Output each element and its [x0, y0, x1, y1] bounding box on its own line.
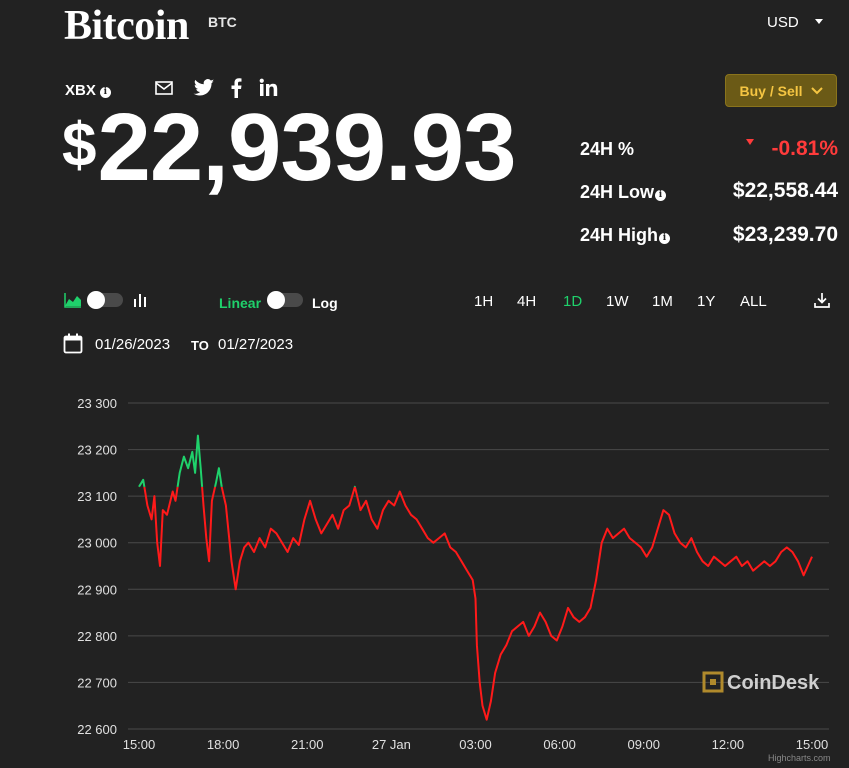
- y-tick-label: 23 300: [77, 396, 117, 411]
- y-axis-labels: 22 600 22 700 22 800 22 900 23 000 23 100 23 2…: [77, 396, 117, 737]
- asset-ticker: BTC: [208, 14, 237, 30]
- high-24h-label: 24H High i: [580, 225, 671, 246]
- price-line-up: [138, 434, 356, 487]
- down-arrow-icon: [746, 139, 754, 145]
- info-icon[interactable]: i: [659, 233, 671, 244]
- coindesk-logo: [702, 671, 724, 693]
- y-tick-label: 22 900: [77, 582, 117, 597]
- range-1w-button[interactable]: 1W: [606, 293, 629, 310]
- range-1m-button[interactable]: 1M: [652, 293, 673, 310]
- y-tick-label: 22 700: [77, 675, 117, 690]
- x-tick-label: 03:00: [459, 737, 492, 752]
- toggle-knob: [87, 291, 105, 309]
- price-value: 22,939.93: [97, 94, 516, 201]
- high-24h-value: $23,239.70: [732, 223, 838, 246]
- low-24h-value: $22,558.44: [732, 179, 838, 202]
- x-axis-labels: 15:00 18:00 21:00 27 Jan 03:00 06:00 09:00 12:0…: [123, 737, 829, 752]
- scale-toggle[interactable]: [267, 291, 303, 309]
- scale-log-label[interactable]: Log: [312, 295, 338, 311]
- range-4h-button[interactable]: 4H: [517, 293, 537, 310]
- x-tick-label: 27 Jan: [372, 737, 411, 752]
- price-currency-symbol: $: [62, 111, 96, 180]
- range-all-button[interactable]: ALL: [740, 293, 767, 310]
- x-tick-label: 15:00: [796, 737, 829, 752]
- facebook-icon[interactable]: [229, 78, 243, 98]
- y-tick-label: 22 800: [77, 629, 117, 644]
- range-1d-button[interactable]: 1D: [563, 293, 583, 310]
- twitter-icon[interactable]: [193, 78, 215, 98]
- toggle-knob: [267, 291, 285, 309]
- y-tick-label: 22 600: [77, 722, 117, 737]
- high-24h-label-text: 24H High: [580, 225, 659, 245]
- date-to[interactable]: 01/27/2023: [218, 336, 294, 353]
- chart-credit: Highcharts.com: [768, 753, 831, 763]
- range-1y-button[interactable]: 1Y: [697, 293, 716, 310]
- range-1h-button[interactable]: 1H: [474, 293, 494, 310]
- info-icon[interactable]: i: [99, 87, 111, 98]
- asset-title: Bitcoin: [64, 3, 189, 49]
- x-tick-label: 06:00: [543, 737, 576, 752]
- info-icon[interactable]: i: [655, 190, 667, 201]
- x-tick-label: 09:00: [627, 737, 660, 752]
- coindesk-watermark: CoinDesk: [702, 671, 820, 694]
- chevron-down-icon: [810, 86, 823, 94]
- date-to-label: TO: [191, 338, 209, 353]
- current-price: $22,939.93: [62, 94, 517, 201]
- currency-select[interactable]: USD: [767, 14, 799, 31]
- x-tick-label: 15:00: [123, 737, 156, 752]
- low-24h-label-text: 24H Low: [580, 182, 655, 202]
- date-from[interactable]: 01/26/2023: [95, 336, 171, 353]
- linkedin-icon[interactable]: [259, 78, 279, 98]
- x-tick-label: 12:00: [712, 737, 745, 752]
- bar-chart-icon[interactable]: [132, 292, 148, 308]
- chevron-down-icon[interactable]: [815, 19, 823, 24]
- watermark-text: CoinDesk: [727, 672, 820, 694]
- mail-icon[interactable]: [154, 78, 174, 98]
- calendar-icon[interactable]: [63, 333, 83, 354]
- y-tick-label: 23 100: [77, 489, 117, 504]
- y-tick-label: 23 200: [77, 443, 117, 458]
- low-24h-label: 24H Low i: [580, 182, 667, 203]
- y-tick-label: 23 000: [77, 536, 117, 551]
- download-icon[interactable]: [813, 291, 831, 309]
- price-chart[interactable]: 22 600 22 700 22 800 22 900 23 000 23 100 23 2…: [0, 380, 849, 768]
- index-label-text: XBX: [65, 82, 96, 99]
- x-tick-label: 18:00: [207, 737, 240, 752]
- buy-sell-button[interactable]: Buy / Sell: [725, 74, 837, 107]
- price-series: [138, 434, 813, 721]
- area-chart-icon[interactable]: [64, 292, 82, 308]
- price-line-down: [139, 486, 813, 721]
- change-24h-value: -0.81%: [771, 137, 838, 160]
- buy-sell-label: Buy / Sell: [739, 82, 803, 99]
- index-label: XBX i: [65, 82, 111, 99]
- change-24h-label: 24H %: [580, 139, 635, 159]
- x-tick-label: 21:00: [291, 737, 324, 752]
- scale-linear-label[interactable]: Linear: [219, 295, 262, 311]
- chart-type-toggle[interactable]: [87, 291, 123, 309]
